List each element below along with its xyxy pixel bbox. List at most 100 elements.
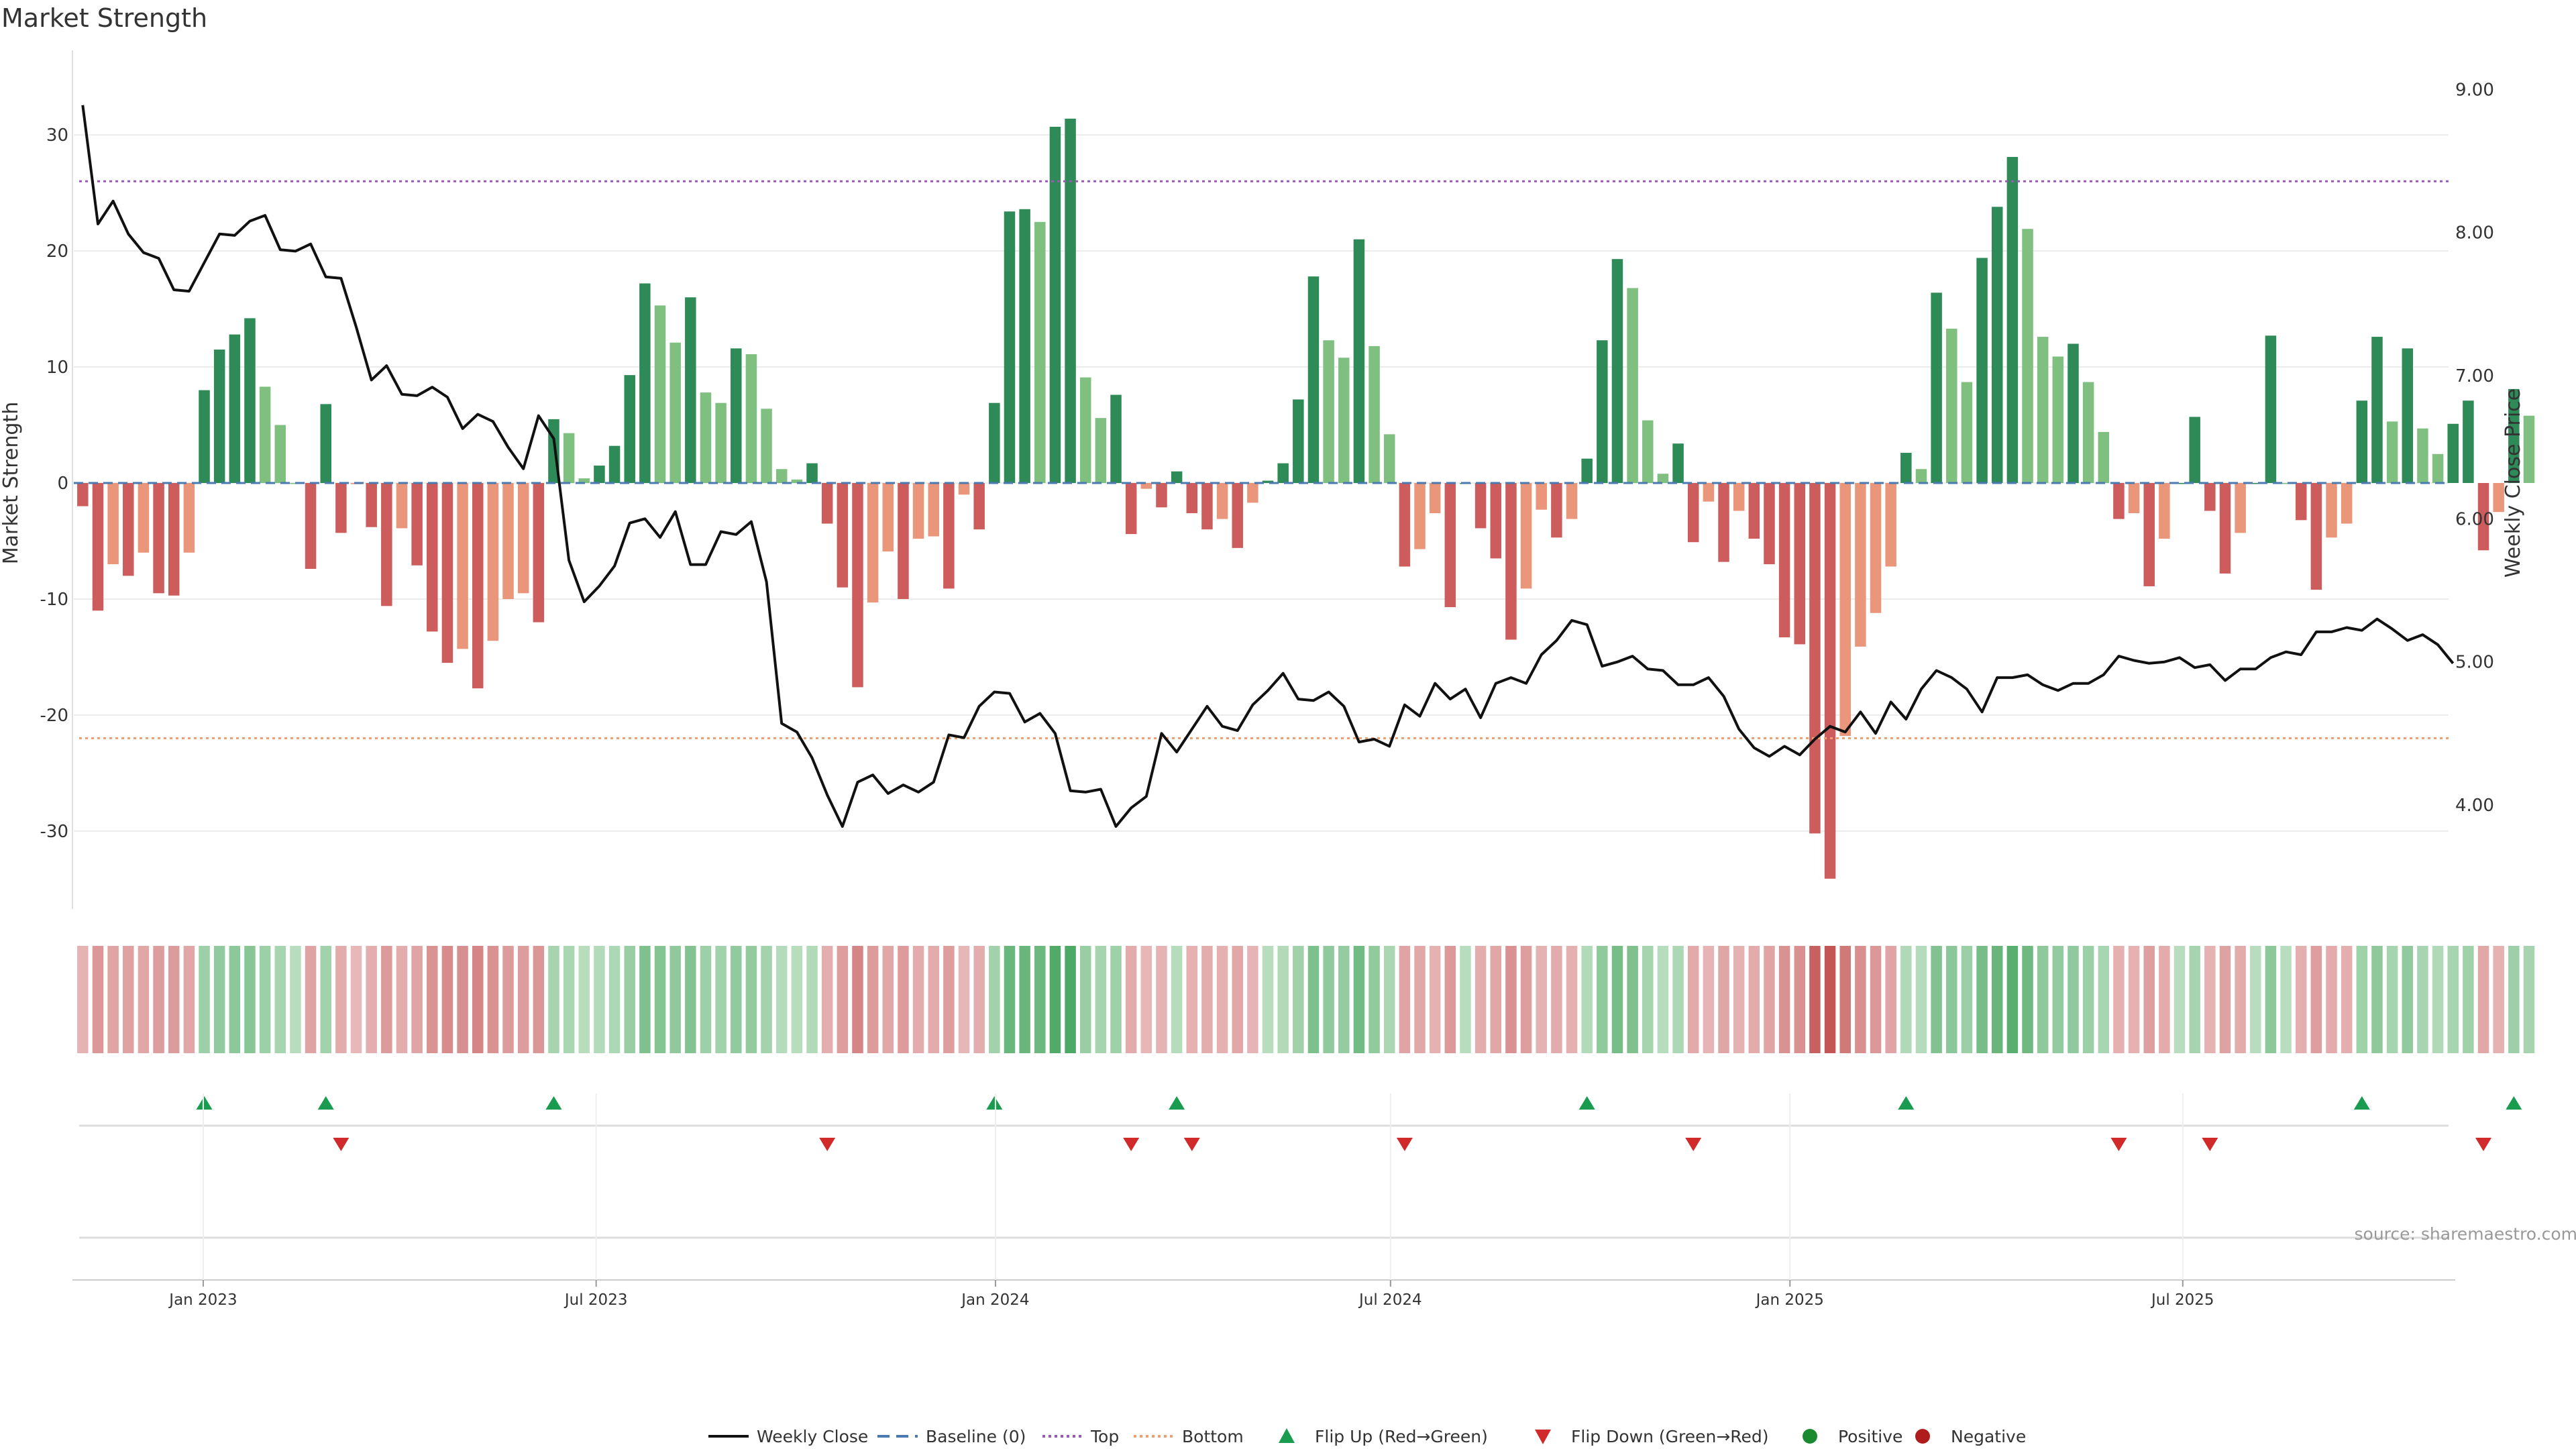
heat-cell	[594, 946, 605, 1053]
strength-bar	[639, 283, 651, 483]
heat-cell	[2068, 946, 2079, 1053]
heat-cell	[2204, 946, 2216, 1053]
strength-bar	[2447, 423, 2459, 483]
heat-cell	[1794, 946, 1806, 1053]
legend-label: Negative	[1951, 1427, 2026, 1446]
strength-bar	[2235, 483, 2246, 533]
heat-cell	[2508, 946, 2520, 1053]
strength-bar	[2280, 483, 2292, 484]
date-tick-label: Jan 2024	[960, 1291, 1029, 1309]
heat-cell	[199, 946, 210, 1053]
strength-bar	[2098, 431, 2110, 483]
legend-label: Bottom	[1182, 1427, 1244, 1446]
strength-bar	[958, 483, 970, 495]
strength-bars	[77, 118, 2535, 879]
heat-cell	[138, 946, 150, 1053]
strength-bar	[229, 334, 241, 483]
flip-down-marker	[2202, 1138, 2218, 1151]
heat-cell	[2386, 946, 2398, 1053]
heat-cell	[1474, 946, 1487, 1053]
heat-cell	[1824, 946, 1836, 1053]
heat-cell	[350, 946, 362, 1053]
strength-bar	[199, 390, 210, 483]
y-tick-label: -30	[40, 822, 68, 842]
heat-cell	[1870, 946, 1882, 1053]
heat-cell	[2402, 946, 2414, 1053]
heat-cell	[1262, 946, 1274, 1053]
strength-bar	[1368, 345, 1380, 483]
heat-cell	[1885, 946, 1896, 1053]
heat-cell	[1718, 946, 1729, 1053]
strength-bar	[898, 483, 909, 599]
legend-item: Flip Down (Green→Red)	[1535, 1427, 1769, 1446]
strength-bar	[2082, 382, 2094, 483]
heat-cell	[517, 946, 529, 1053]
heat-cell	[1764, 946, 1775, 1053]
strength-bar	[563, 433, 575, 483]
heat-cell	[1323, 946, 1334, 1053]
strength-bar	[2386, 421, 2398, 483]
strength-bar	[2022, 229, 2033, 483]
heat-cell	[427, 946, 438, 1053]
strength-bar	[533, 483, 545, 623]
strength-bar	[183, 483, 195, 553]
strength-bar	[731, 348, 742, 483]
heat-cell	[183, 946, 195, 1053]
heat-cell	[2523, 946, 2535, 1053]
strength-bar	[715, 402, 727, 483]
heat-cell	[213, 946, 225, 1053]
legend-item: Bottom	[1134, 1427, 1244, 1446]
strength-bar	[427, 483, 438, 632]
strength-bar	[2037, 337, 2049, 483]
strength-bar	[1110, 394, 1122, 483]
heat-cell	[578, 946, 590, 1053]
legend-item: Top	[1042, 1427, 1119, 1446]
strength-bar	[1293, 399, 1304, 483]
strength-bar	[1627, 288, 1638, 483]
heat-cell	[1672, 946, 1684, 1053]
flip-down-marker	[333, 1138, 350, 1151]
heat-cell	[229, 946, 241, 1053]
heat-cell	[2128, 946, 2140, 1053]
heat-cell	[1125, 946, 1137, 1053]
heat-cell	[669, 946, 681, 1053]
y-tick-label: 20	[46, 241, 68, 262]
strength-bar	[1946, 328, 1957, 483]
strength-bar	[1642, 420, 1654, 483]
strength-bar	[2493, 483, 2504, 513]
heat-cell	[2052, 946, 2064, 1053]
strength-bar	[775, 469, 788, 483]
strength-bar	[1383, 434, 1395, 483]
heat-cell	[898, 946, 909, 1053]
heat-cell	[123, 946, 134, 1053]
heat-cell	[1627, 946, 1638, 1053]
heat-cell	[548, 946, 559, 1053]
strength-bar	[1399, 483, 1411, 567]
strength-bar	[2326, 483, 2337, 538]
heat-cell	[533, 946, 545, 1053]
legend: Weekly Close Baseline (0) Top Bottom Flip Up…	[708, 1427, 2026, 1446]
heat-cell	[1611, 946, 1623, 1053]
strength-bar	[685, 297, 696, 483]
strength-bar	[2128, 483, 2140, 513]
heat-cell	[1414, 946, 1426, 1053]
heat-cell	[1201, 946, 1213, 1053]
strength-bar	[2402, 348, 2414, 483]
heat-cell	[1566, 946, 1578, 1053]
heat-cell	[2432, 946, 2444, 1053]
heat-cell	[1247, 946, 1258, 1053]
strength-bar	[1338, 358, 1350, 483]
heat-cell	[2113, 946, 2125, 1053]
strength-bar	[1809, 483, 1821, 834]
strength-bar	[867, 483, 879, 603]
strength-bar	[1870, 483, 1882, 613]
legend-swatch	[1803, 1429, 1817, 1444]
strength-bar	[213, 350, 225, 483]
heat-cell	[2356, 946, 2368, 1053]
strength-bar	[244, 318, 256, 483]
strength-bar	[1885, 483, 1896, 567]
y-tick-label: 30	[46, 125, 68, 146]
strength-bar	[1915, 469, 1927, 483]
heat-cell	[775, 946, 788, 1053]
heat-cell	[305, 946, 317, 1053]
